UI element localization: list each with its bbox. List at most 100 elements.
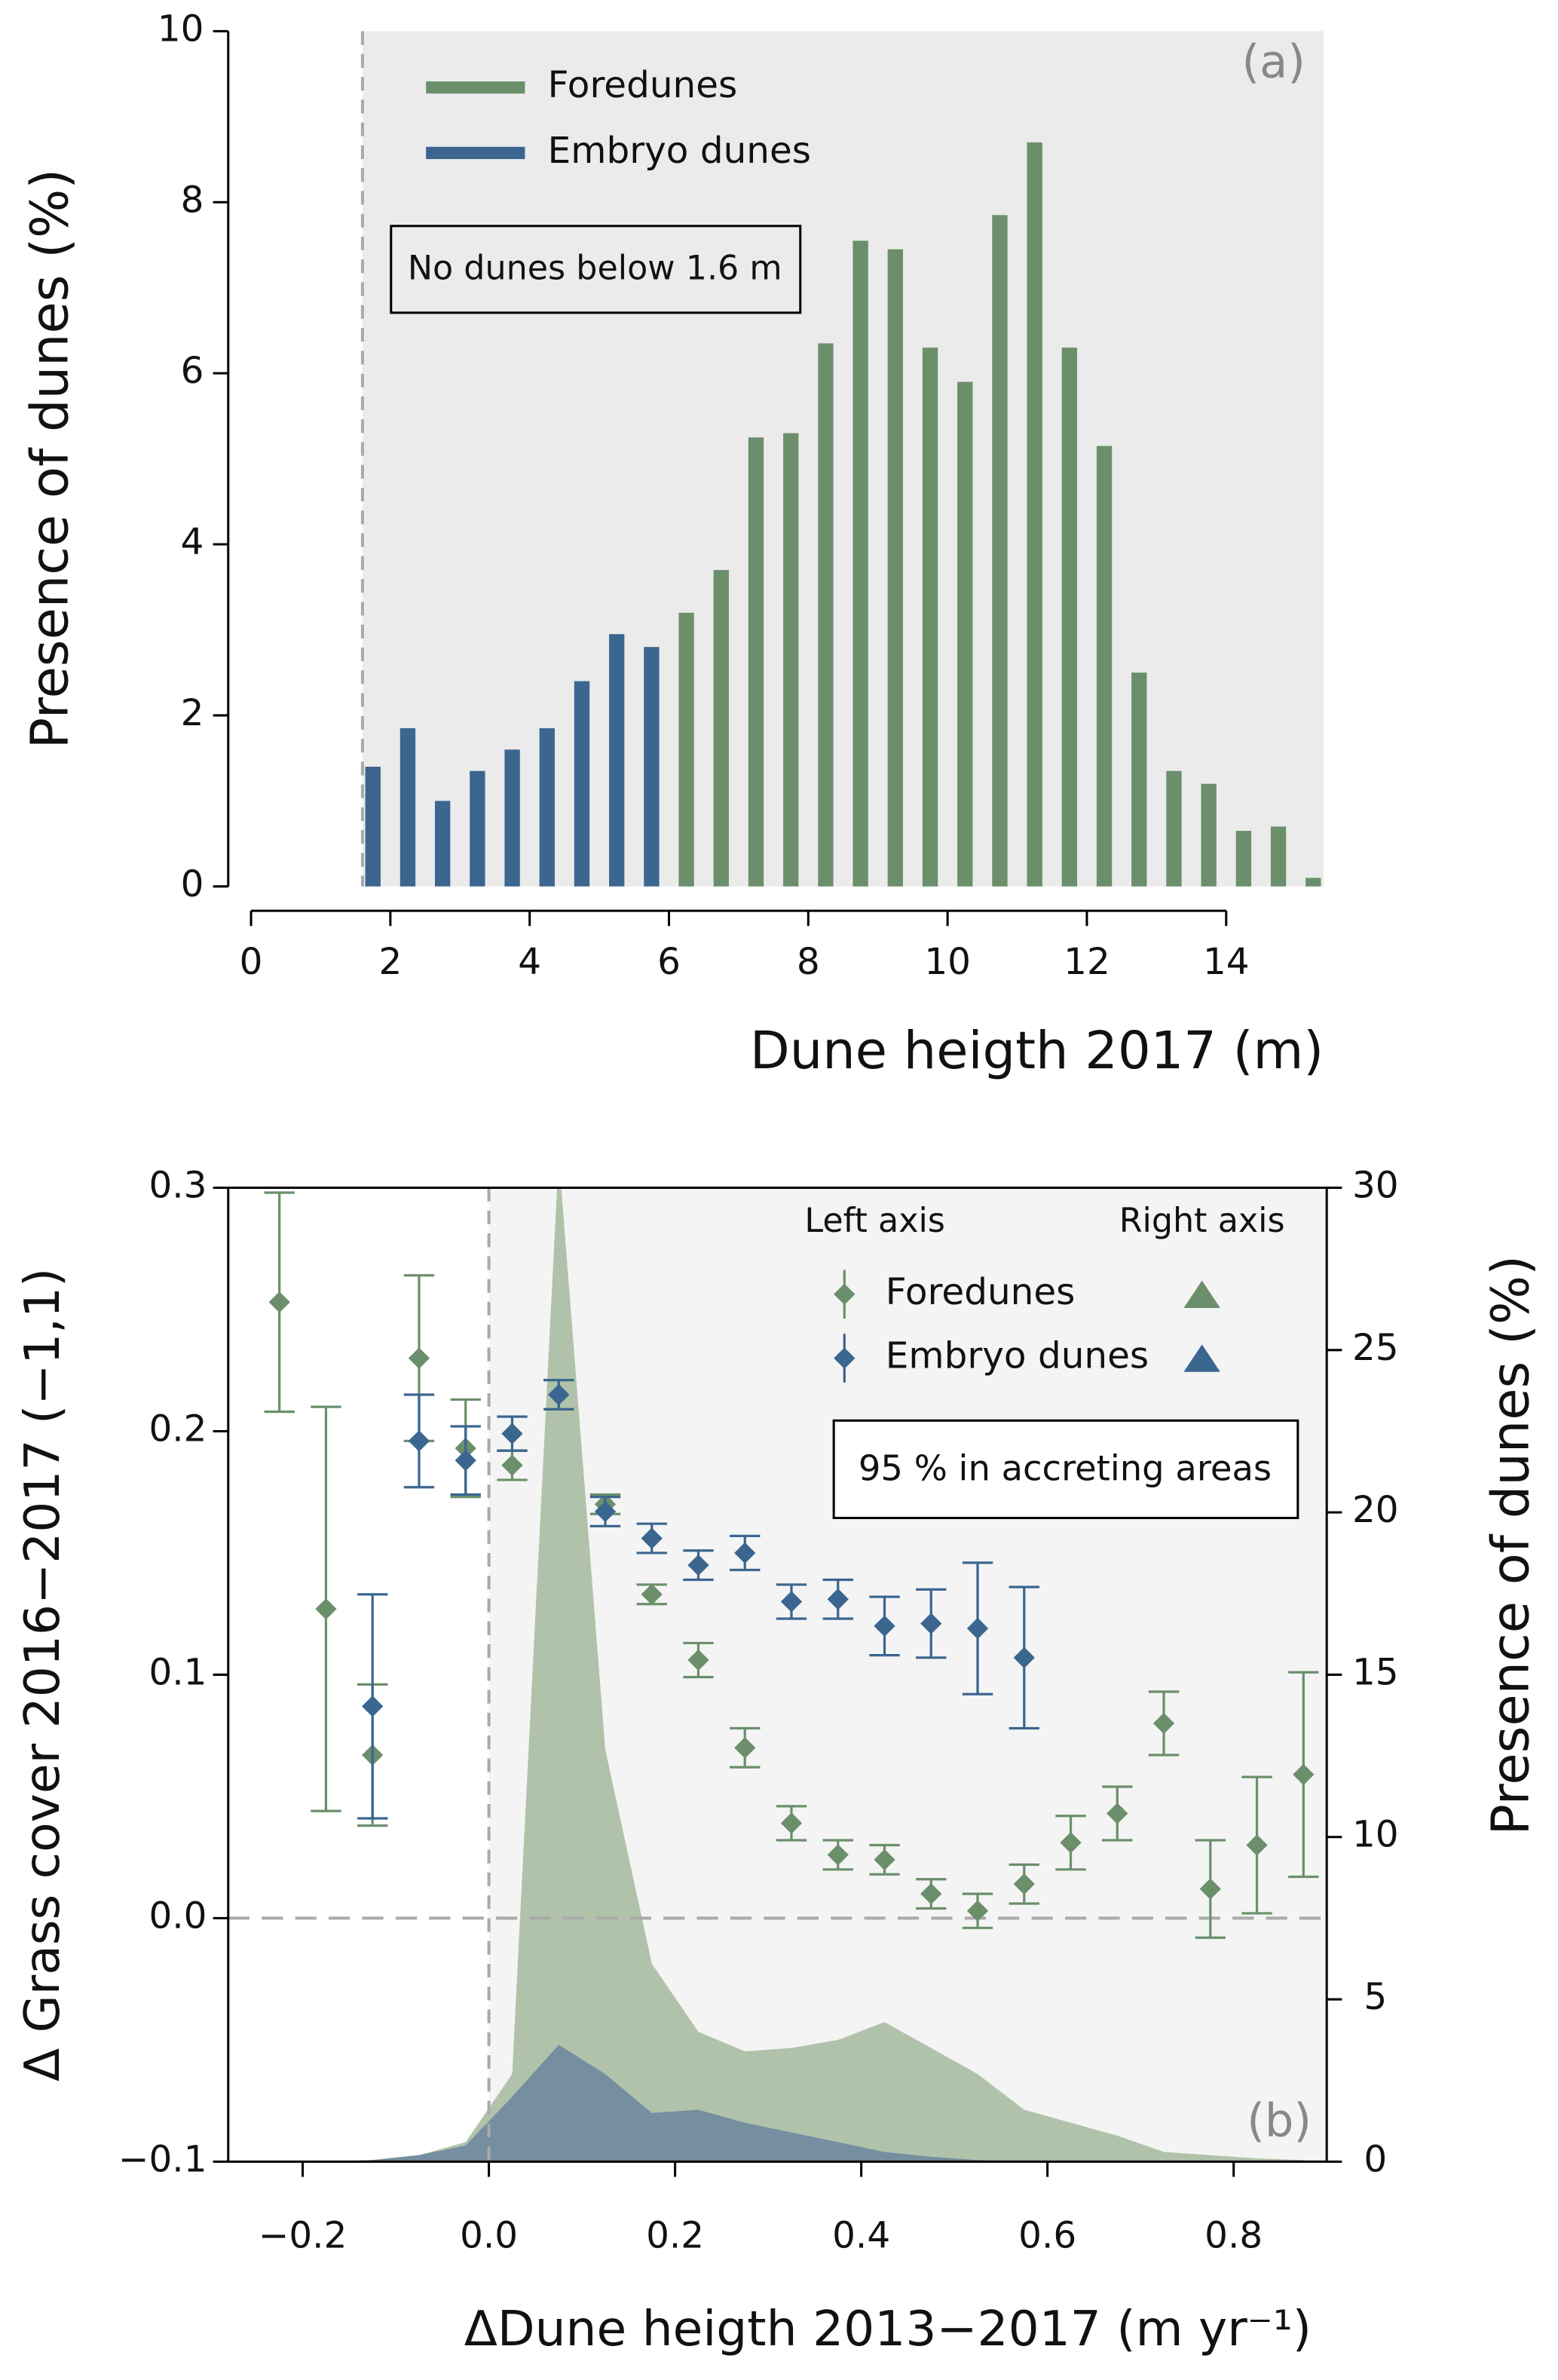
- legend-symbol: [834, 1347, 856, 1369]
- bar: [1235, 831, 1252, 887]
- point: [315, 1598, 337, 1620]
- point: [920, 1613, 942, 1634]
- x-tick-label: 6: [657, 941, 681, 983]
- point: [1013, 1646, 1035, 1668]
- y-axis-label: Δ Grass cover 2016−2017 (−1,1): [14, 1268, 71, 2081]
- x-tick-label: −0.2: [259, 2214, 347, 2256]
- point: [455, 1450, 476, 1472]
- y-tick-label: 0.2: [148, 1407, 207, 1450]
- bar: [957, 381, 973, 887]
- point: [827, 1588, 849, 1610]
- panel-label: (a): [1242, 35, 1305, 88]
- bar: [435, 801, 451, 887]
- legend-label: Foredunes: [548, 64, 738, 106]
- point: [687, 1649, 709, 1671]
- y-tick-label: 8: [181, 179, 204, 221]
- x-tick-label: 10: [924, 941, 971, 983]
- point: [734, 1737, 756, 1759]
- y-tick-label: −0.1: [118, 2138, 207, 2180]
- area: [279, 2045, 1304, 2162]
- legend-label: Embryo dunes: [886, 1335, 1149, 1377]
- x-tick-label: 0.4: [832, 2214, 890, 2256]
- panel-label: (b): [1247, 2094, 1312, 2147]
- legend-header: Right axis: [1119, 1202, 1285, 1240]
- point: [874, 1615, 895, 1637]
- bar: [609, 634, 625, 887]
- bar: [574, 681, 590, 887]
- y-tick-label: 0.1: [148, 1651, 207, 1693]
- bar: [504, 749, 520, 887]
- y2-tick-label: 20: [1352, 1489, 1399, 1531]
- legend-label: Foredunes: [886, 1271, 1076, 1313]
- point: [734, 1542, 756, 1564]
- y-tick-label: 0.0: [148, 1895, 207, 1937]
- bar: [992, 215, 1008, 887]
- point: [408, 1430, 430, 1452]
- bar: [922, 348, 938, 887]
- point: [1199, 1878, 1221, 1900]
- legend-header: Left axis: [804, 1202, 945, 1240]
- point: [1107, 1803, 1128, 1824]
- annotation: 95 % in accreting areas: [859, 1447, 1272, 1488]
- x-tick-label: 0.0: [460, 2214, 518, 2256]
- y2-axis-label: Presence of dunes (%): [1480, 1255, 1541, 1835]
- y2-tick-label: 30: [1352, 1164, 1399, 1206]
- x-tick-label: 0.6: [1018, 2214, 1076, 2256]
- bar: [365, 766, 381, 887]
- y2-tick-label: 15: [1352, 1651, 1399, 1693]
- bar: [678, 612, 694, 887]
- y2-tick-label: 10: [1352, 1814, 1399, 1856]
- x-axis-label: Dune heigth 2017 (m): [750, 1021, 1324, 1081]
- point: [1246, 1834, 1268, 1856]
- annotation: No dunes below 1.6 m: [408, 249, 782, 287]
- point: [874, 1849, 895, 1871]
- y-tick-label: 0: [181, 863, 204, 905]
- point: [548, 1383, 570, 1406]
- point: [920, 1882, 942, 1905]
- plot-background: [362, 31, 1324, 887]
- bar: [1270, 826, 1287, 887]
- bar: [713, 570, 729, 887]
- bar: [748, 437, 764, 887]
- bar: [1027, 142, 1042, 887]
- legend-symbol: [1183, 1344, 1220, 1372]
- y-tick-label: 4: [181, 521, 204, 563]
- bar: [1305, 878, 1321, 887]
- y-tick-label: 6: [181, 350, 204, 392]
- annotation-box: [832, 1419, 1299, 1520]
- bar: [783, 433, 799, 887]
- x-tick-label: 8: [797, 941, 820, 983]
- point: [780, 1591, 803, 1613]
- point: [641, 1583, 663, 1605]
- bar: [470, 770, 485, 887]
- bar: [1166, 770, 1182, 887]
- bar: [1201, 783, 1217, 887]
- x-tick-label: 14: [1203, 941, 1250, 983]
- legend-symbol: [1183, 1280, 1220, 1308]
- bar: [1131, 672, 1147, 887]
- bar: [852, 240, 868, 887]
- point: [501, 1454, 523, 1476]
- point: [594, 1500, 617, 1523]
- bar: [1061, 348, 1078, 887]
- x-tick-label: 12: [1064, 941, 1110, 983]
- point: [1293, 1763, 1315, 1785]
- annotation-box: [390, 225, 802, 314]
- point: [827, 1844, 849, 1866]
- point: [687, 1554, 709, 1576]
- x-tick-label: 0.2: [646, 2214, 704, 2256]
- point: [408, 1347, 430, 1369]
- y2-tick-label: 25: [1352, 1327, 1399, 1369]
- x-axis-label: ΔDune heigth 2013−2017 (m yr⁻¹): [464, 2301, 1312, 2357]
- x-tick-label: 4: [518, 941, 541, 983]
- bar: [818, 343, 834, 887]
- y-tick-label: 2: [181, 692, 204, 734]
- point: [1013, 1873, 1035, 1895]
- point: [966, 1617, 989, 1640]
- point: [641, 1527, 663, 1549]
- point: [780, 1812, 803, 1834]
- y-axis-label: Presence of dunes (%): [20, 169, 81, 749]
- point: [966, 1900, 989, 1922]
- legend-label: Embryo dunes: [548, 130, 811, 172]
